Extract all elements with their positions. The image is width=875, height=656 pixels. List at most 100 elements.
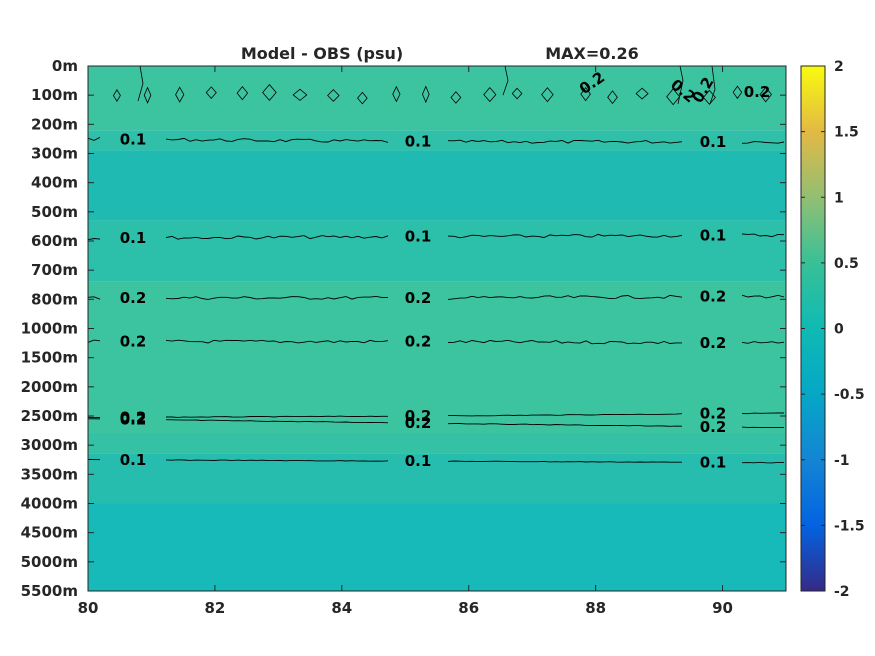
contour-line-0 bbox=[88, 136, 785, 144]
max-value-label: MAX=0.26 bbox=[545, 44, 639, 63]
contour-line-6 bbox=[88, 459, 784, 464]
surface-contour-16 bbox=[607, 90, 618, 105]
surface-spike-0 bbox=[137, 66, 144, 102]
surface-contour-2 bbox=[175, 86, 185, 103]
y-tick-label: 400m bbox=[31, 174, 78, 192]
surface-contour-7 bbox=[327, 89, 340, 102]
contour-label: 0.1 bbox=[120, 229, 147, 247]
surface-contour-9 bbox=[392, 85, 401, 103]
x-tick-label: 80 bbox=[78, 599, 99, 617]
y-tick-label: 5000m bbox=[21, 553, 78, 571]
surface-contour-14 bbox=[541, 87, 554, 103]
x-tick-label: 84 bbox=[331, 599, 352, 617]
surface-contour-20 bbox=[732, 85, 743, 100]
y-tick-label: 700m bbox=[31, 261, 78, 279]
y-tick-label: 800m bbox=[31, 290, 78, 308]
contour-label: 0.2 bbox=[700, 418, 727, 436]
contour-line-4 bbox=[88, 412, 785, 419]
y-tick-label: 2000m bbox=[21, 378, 78, 396]
surface-contour-12 bbox=[483, 87, 497, 103]
surface-contour-11 bbox=[450, 91, 462, 104]
surface-contour-4 bbox=[236, 86, 249, 101]
surface-contour-21 bbox=[759, 86, 772, 103]
heatmap-field bbox=[88, 66, 786, 591]
colorbar-tick-label: 0 bbox=[834, 322, 844, 338]
contour-label: 0.1 bbox=[120, 451, 147, 469]
contour-label: 0.2 bbox=[120, 410, 147, 428]
x-tick-label: 90 bbox=[712, 599, 733, 617]
field-band-5 bbox=[88, 433, 786, 454]
surface-contour-1 bbox=[143, 86, 152, 104]
y-tick-label: 1000m bbox=[21, 320, 78, 338]
colorbar-tick-label: -1.5 bbox=[834, 518, 865, 534]
contour-label: 0.1 bbox=[405, 452, 432, 470]
colorbar-tick-label: 1.5 bbox=[834, 125, 859, 141]
chart-title: Model - OBS (psu) bbox=[241, 44, 403, 63]
surface-spike-3 bbox=[709, 66, 716, 105]
x-tick-label: 86 bbox=[458, 599, 479, 617]
contour-label: 0.2 bbox=[700, 405, 727, 423]
y-tick-label: 4000m bbox=[21, 495, 78, 513]
y-tick-label: 500m bbox=[31, 203, 78, 221]
contour-label: 0.1 bbox=[405, 133, 432, 151]
y-axis: 0m 100m 200m 300m 400m 500m 600m 700m 800m 1000m 1… bbox=[21, 57, 786, 600]
contour-labels: 0.1 0.1 0.10.1 0.1 0.10.2 0.2 0.20.2 0.2 0.20.2 0… bbox=[120, 68, 771, 471]
contour-line-3 bbox=[88, 339, 785, 345]
contour-lines bbox=[88, 66, 785, 464]
surface-contour-0 bbox=[112, 89, 121, 103]
y-tick-label: 300m bbox=[31, 145, 78, 163]
contour-line-1 bbox=[88, 233, 785, 241]
contour-label: 0.1 bbox=[700, 226, 727, 244]
contour-label: 0.2 bbox=[120, 408, 147, 426]
field-band-1 bbox=[88, 130, 786, 151]
colorbar-tick-label: -2 bbox=[834, 584, 850, 600]
x-tick-label: 88 bbox=[585, 599, 606, 617]
surface-contour-13 bbox=[511, 87, 523, 100]
field-band-2 bbox=[88, 150, 786, 221]
surface-contour-15 bbox=[580, 86, 591, 102]
contour-label: 0.1 bbox=[120, 130, 147, 148]
field-band-4 bbox=[88, 281, 786, 434]
surface-spike-2 bbox=[677, 66, 684, 105]
contour-label: 0.2 bbox=[700, 334, 727, 352]
y-tick-label: 3000m bbox=[21, 436, 78, 454]
contour-label: 0.1 bbox=[700, 133, 727, 151]
colorbar-tick-label: -1 bbox=[834, 453, 850, 469]
surface-contour-3 bbox=[205, 86, 217, 99]
field-band-7 bbox=[88, 503, 786, 591]
contour-label: 0.1 bbox=[700, 453, 727, 471]
colorbar-tick-label: -0.5 bbox=[834, 387, 865, 403]
field-band-0 bbox=[88, 66, 786, 131]
contour-label: 0.2 bbox=[405, 333, 432, 351]
contour-label: 0.2 bbox=[405, 414, 432, 432]
y-tick-label: 3500m bbox=[21, 465, 78, 483]
y-tick-label: 0m bbox=[52, 57, 78, 75]
surface-contour-5 bbox=[262, 83, 277, 101]
y-tick-label: 100m bbox=[31, 86, 78, 104]
y-tick-label: 1500m bbox=[21, 349, 78, 367]
x-axis: 80 82 84 86 88 90 bbox=[78, 66, 733, 617]
colorbar-axis: 2 1.5 1 0.5 0 -0.5 -1 -1.5 -2 bbox=[801, 59, 865, 600]
contour-line-5 bbox=[88, 418, 784, 429]
surface-contour-18 bbox=[666, 88, 681, 106]
surface-contour-17 bbox=[635, 87, 649, 100]
surface-contour-10 bbox=[422, 85, 430, 104]
field-band-6 bbox=[88, 453, 786, 504]
contour-label: 0.1 bbox=[405, 228, 432, 246]
contour-label: 0.2 bbox=[700, 288, 727, 306]
contour-line-2 bbox=[88, 294, 785, 300]
contour-label: 0.2 bbox=[120, 289, 147, 307]
surface-contour-label: 0.2 bbox=[744, 83, 771, 101]
y-tick-label: 600m bbox=[31, 232, 78, 250]
y-tick-label: 4500m bbox=[21, 524, 78, 542]
y-tick-label: 5500m bbox=[21, 582, 78, 600]
colorbar-tick-label: 0.5 bbox=[834, 256, 859, 272]
surface-contour-6 bbox=[292, 88, 308, 101]
x-tick-label: 82 bbox=[204, 599, 225, 617]
colorbar-tick-label: 2 bbox=[834, 59, 844, 75]
surface-spike-1 bbox=[502, 66, 509, 96]
contour-label: 0.2 bbox=[405, 289, 432, 307]
y-tick-label: 200m bbox=[31, 115, 78, 133]
contour-label: 0.2 bbox=[120, 333, 147, 351]
